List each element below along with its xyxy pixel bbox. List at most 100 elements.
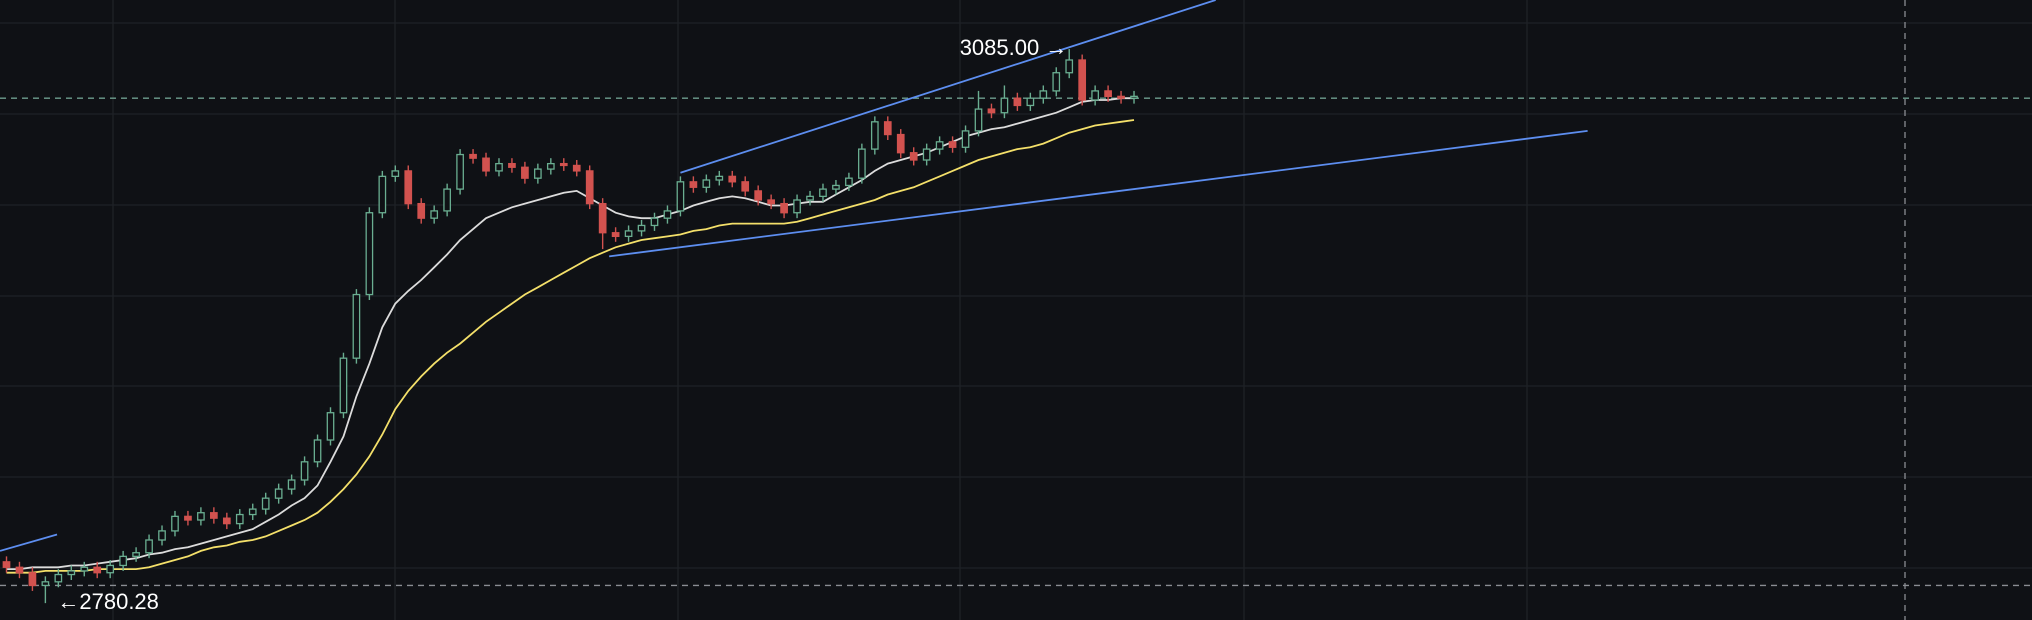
candle-body xyxy=(961,130,970,148)
candle-body xyxy=(1078,59,1087,101)
candle-body xyxy=(326,412,335,441)
candle-body xyxy=(896,133,905,154)
candle-body xyxy=(300,461,309,481)
candle-body xyxy=(1104,90,1112,98)
candle-body xyxy=(145,539,153,554)
candle-body xyxy=(248,508,257,516)
candle-body xyxy=(158,530,166,541)
high-price-label: 3085.00 xyxy=(960,35,1040,60)
candle-body xyxy=(948,141,957,148)
candle-body xyxy=(676,181,685,212)
candle-body xyxy=(28,572,37,587)
candle-body xyxy=(1052,72,1061,92)
candle-body xyxy=(637,224,646,232)
candle-body xyxy=(54,573,63,583)
candle-body xyxy=(41,581,50,587)
candle-body xyxy=(754,190,763,201)
candle-body xyxy=(339,357,348,414)
candle-body xyxy=(391,170,400,178)
candle-body xyxy=(870,121,879,150)
candle-body xyxy=(469,153,477,159)
candle-body xyxy=(780,202,788,214)
candle-body xyxy=(832,184,840,190)
low-arrow: ← xyxy=(57,589,79,614)
candle-body xyxy=(171,515,179,532)
candle-body xyxy=(845,177,853,187)
candle-body xyxy=(261,497,270,510)
candle-body xyxy=(508,162,516,168)
candle-body xyxy=(352,293,361,359)
candle-body xyxy=(365,212,374,296)
candle-body xyxy=(313,439,322,463)
candle-body xyxy=(806,195,814,201)
candle-body xyxy=(624,230,633,238)
candle-body xyxy=(1130,95,1138,99)
candle-body xyxy=(274,488,283,499)
candle-body xyxy=(222,517,231,525)
plot-area xyxy=(0,0,2032,604)
candle-body xyxy=(197,512,205,521)
candle-body xyxy=(663,210,672,219)
candle-body xyxy=(495,162,503,172)
candle-body xyxy=(521,166,529,179)
candle-body xyxy=(287,479,296,490)
candle-body xyxy=(974,108,983,132)
candle-body xyxy=(987,108,996,114)
moving-average-line xyxy=(6,119,1135,574)
candle-body xyxy=(67,570,76,576)
candle-body xyxy=(572,164,581,172)
candle-body xyxy=(741,181,750,192)
candle-body xyxy=(119,555,127,567)
candle-body xyxy=(935,141,944,150)
candle-body xyxy=(728,175,737,183)
candle-body xyxy=(611,232,620,238)
candle-body xyxy=(443,188,451,212)
candle-body xyxy=(80,566,89,572)
candle-body xyxy=(1000,97,1009,114)
low-price-label: 2780.28 xyxy=(79,589,159,614)
candle-body xyxy=(184,515,192,521)
candle-body xyxy=(1026,97,1035,107)
candle-body xyxy=(1013,97,1022,107)
candle-body xyxy=(93,566,102,574)
candle-body xyxy=(585,170,594,205)
candle-body xyxy=(689,181,698,188)
candle-body xyxy=(793,199,801,214)
candle-body xyxy=(922,148,931,161)
candle-body xyxy=(767,199,775,205)
candle-body xyxy=(1039,90,1048,99)
trend-line xyxy=(680,0,1216,174)
candle-body xyxy=(404,170,413,205)
candle-body xyxy=(210,512,218,519)
trend-line xyxy=(609,130,1588,258)
candle-body xyxy=(715,175,724,181)
candle-body xyxy=(15,566,24,574)
candle-body xyxy=(883,121,892,136)
candle-body xyxy=(858,148,866,179)
candle-body xyxy=(132,552,140,558)
candle-body xyxy=(1117,95,1125,99)
candle-body xyxy=(546,162,555,170)
candle-body xyxy=(819,188,827,198)
candle-body xyxy=(1065,59,1074,74)
candle-body xyxy=(456,153,464,190)
candle-body xyxy=(1091,90,1099,101)
candle-body xyxy=(702,179,711,188)
candle-body xyxy=(378,175,387,214)
high-arrow: → xyxy=(1045,35,1067,60)
candle-body xyxy=(2,561,11,568)
candle-body xyxy=(235,513,244,525)
trend-line xyxy=(0,533,58,552)
candle-body xyxy=(430,210,439,219)
candle-body xyxy=(650,217,659,227)
candle-body xyxy=(909,152,918,161)
candle-body xyxy=(417,202,426,219)
candle-body xyxy=(598,202,607,234)
candle-body xyxy=(482,157,490,172)
candle-body xyxy=(106,564,115,574)
candle-body xyxy=(534,168,542,179)
